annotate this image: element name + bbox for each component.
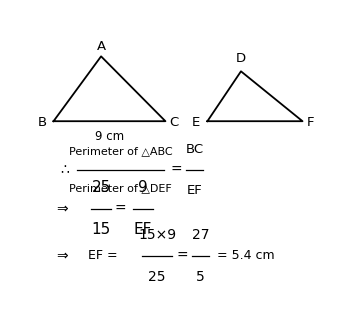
Text: ⇒: ⇒: [56, 249, 68, 263]
Text: =: =: [115, 202, 126, 215]
Text: B: B: [38, 116, 47, 129]
Text: EF: EF: [187, 184, 203, 197]
Text: 9 cm: 9 cm: [95, 130, 124, 143]
Text: E: E: [192, 116, 200, 129]
Text: 9: 9: [138, 180, 148, 195]
Text: A: A: [96, 40, 106, 52]
Text: EF: EF: [134, 222, 152, 237]
Text: C: C: [170, 116, 179, 129]
Text: ∴: ∴: [61, 163, 69, 177]
Text: EF =: EF =: [88, 249, 118, 262]
Text: 25: 25: [148, 270, 166, 284]
Text: Perimeter of △DEF: Perimeter of △DEF: [69, 184, 172, 193]
Text: 27: 27: [192, 228, 209, 242]
Text: =: =: [177, 249, 188, 263]
Text: = 5.4 cm: = 5.4 cm: [217, 249, 275, 262]
Text: F: F: [307, 116, 314, 129]
Text: ⇒: ⇒: [56, 202, 68, 215]
Text: 15×9: 15×9: [138, 228, 176, 242]
Text: 25: 25: [91, 180, 111, 195]
Text: 5: 5: [196, 270, 205, 284]
Text: Perimeter of △ABC: Perimeter of △ABC: [69, 146, 173, 156]
Text: D: D: [236, 52, 246, 65]
Text: =: =: [171, 163, 182, 177]
Text: BC: BC: [186, 143, 204, 156]
Text: 15: 15: [91, 222, 111, 237]
